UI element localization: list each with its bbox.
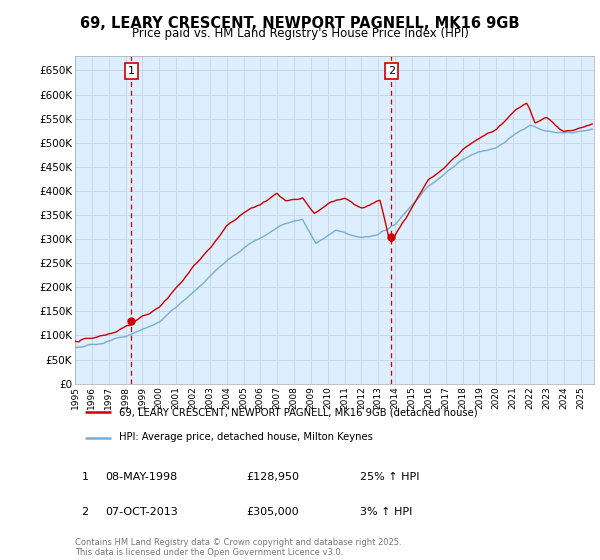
- Text: 69, LEARY CRESCENT, NEWPORT PAGNELL, MK16 9GB (detached house): 69, LEARY CRESCENT, NEWPORT PAGNELL, MK1…: [119, 408, 478, 418]
- Text: £305,000: £305,000: [246, 507, 299, 517]
- Text: HPI: Average price, detached house, Milton Keynes: HPI: Average price, detached house, Milt…: [119, 432, 373, 442]
- Text: 07-OCT-2013: 07-OCT-2013: [105, 507, 178, 517]
- Text: 69, LEARY CRESCENT, NEWPORT PAGNELL, MK16 9GB: 69, LEARY CRESCENT, NEWPORT PAGNELL, MK1…: [80, 16, 520, 31]
- Text: 2: 2: [388, 66, 395, 76]
- Text: 3% ↑ HPI: 3% ↑ HPI: [360, 507, 412, 517]
- Text: 1: 1: [82, 472, 88, 482]
- Text: 2: 2: [82, 507, 88, 517]
- Text: Contains HM Land Registry data © Crown copyright and database right 2025.
This d: Contains HM Land Registry data © Crown c…: [75, 538, 401, 557]
- Text: 1: 1: [128, 66, 135, 76]
- Text: 25% ↑ HPI: 25% ↑ HPI: [360, 472, 419, 482]
- Text: £128,950: £128,950: [246, 472, 299, 482]
- Text: Price paid vs. HM Land Registry's House Price Index (HPI): Price paid vs. HM Land Registry's House …: [131, 27, 469, 40]
- Text: 08-MAY-1998: 08-MAY-1998: [105, 472, 177, 482]
